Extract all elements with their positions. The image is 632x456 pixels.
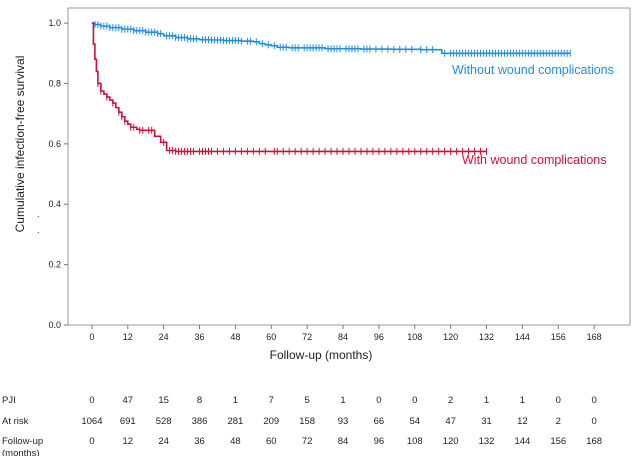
risk-table-cell: 281 bbox=[227, 416, 243, 427]
x-tick-label: 36 bbox=[195, 332, 205, 342]
risk-table-cell: 158 bbox=[299, 416, 315, 427]
risk-table-cell: 1064 bbox=[81, 416, 102, 427]
risk-table-cell: 2 bbox=[556, 416, 561, 427]
series-label-without: Without wound complications bbox=[452, 63, 614, 77]
risk-table-cell: 54 bbox=[409, 416, 420, 427]
risk-table-cell: 144 bbox=[514, 436, 530, 447]
risk-table-cell: 5 bbox=[305, 395, 310, 406]
x-tick-label: 132 bbox=[479, 332, 494, 342]
risk-table-cell: 47 bbox=[445, 416, 456, 427]
series-label-with: With wound complications bbox=[462, 153, 607, 167]
survival-curves bbox=[91, 22, 571, 153]
risk-table-cell: 24 bbox=[158, 436, 169, 447]
risk-table-cell: 84 bbox=[338, 436, 349, 447]
risk-table-cell: 7 bbox=[269, 395, 274, 406]
y-axis-dot-2: . bbox=[37, 225, 40, 235]
risk-table-cell: 47 bbox=[122, 395, 133, 406]
risk-table-cell: 0 bbox=[89, 395, 94, 406]
risk-table-cell: 209 bbox=[263, 416, 279, 427]
y-tick-label: 1.0 bbox=[48, 18, 61, 28]
x-tick-label: 60 bbox=[266, 332, 276, 342]
x-axis-ticks: 0 12 24 36 48 60 72 84 96 108 120 132 144 156 168 bbox=[89, 325, 602, 342]
risk-table-cell: 0 bbox=[591, 416, 596, 427]
x-tick-label: 72 bbox=[302, 332, 312, 342]
x-tick-label: 84 bbox=[338, 332, 348, 342]
risk-table-cell: 528 bbox=[156, 416, 172, 427]
risk-table-cell: 31 bbox=[481, 416, 492, 427]
x-tick-label: 96 bbox=[374, 332, 384, 342]
risk-table-cell: 1 bbox=[484, 395, 489, 406]
risk-table-cell: 12 bbox=[122, 436, 133, 447]
risk-table-cell: 15 bbox=[158, 395, 169, 406]
x-tick-label: 0 bbox=[89, 332, 94, 342]
x-tick-label: 24 bbox=[159, 332, 169, 342]
x-tick-label: 108 bbox=[407, 332, 422, 342]
x-tick-label: 168 bbox=[587, 332, 602, 342]
risk-table-cell: 0 bbox=[89, 436, 94, 447]
risk-table-cell: 36 bbox=[194, 436, 205, 447]
risk-table-cell: 93 bbox=[338, 416, 349, 427]
risk-table-cell: 108 bbox=[407, 436, 423, 447]
risk-table-cell: 60 bbox=[266, 436, 277, 447]
x-tick-label: 156 bbox=[551, 332, 566, 342]
curve-with-complications bbox=[91, 22, 487, 153]
x-tick-label: 48 bbox=[230, 332, 240, 342]
risk-table: PJI 0 47 15 8 1 7 5 1 0 0 2 1 1 0 0At risk 1064 691 528 386… bbox=[2, 395, 602, 456]
risk-table-cell: 0 bbox=[556, 395, 561, 406]
y-tick-label: 0.0 bbox=[48, 320, 61, 330]
y-tick-label: 0.2 bbox=[48, 260, 61, 270]
risk-table-cell: 1 bbox=[520, 395, 525, 406]
risk-table-cell: 66 bbox=[374, 416, 385, 427]
y-axis-dot-1: . bbox=[37, 209, 40, 219]
risk-table-cell: 2 bbox=[448, 395, 453, 406]
y-tick-label: 0.8 bbox=[48, 78, 61, 88]
y-tick-label: 0.4 bbox=[48, 199, 61, 209]
risk-table-cell: 0 bbox=[376, 395, 381, 406]
risk-table-cell: 120 bbox=[443, 436, 459, 447]
risk-table-cell: 156 bbox=[550, 436, 566, 447]
plot-frame bbox=[67, 7, 631, 326]
y-tick-label: 0.6 bbox=[48, 139, 61, 149]
risk-table-row-label: PJI bbox=[2, 395, 16, 406]
plot-border bbox=[67, 7, 631, 326]
risk-table-cell: 132 bbox=[479, 436, 495, 447]
risk-table-cell: 1 bbox=[233, 395, 238, 406]
risk-table-cell: 48 bbox=[230, 436, 241, 447]
x-tick-label: 120 bbox=[443, 332, 458, 342]
risk-table-cell: 0 bbox=[412, 395, 417, 406]
risk-table-cell: 8 bbox=[197, 395, 202, 406]
risk-table-cell: 72 bbox=[302, 436, 313, 447]
risk-table-row-label: Follow-up bbox=[2, 436, 43, 447]
y-axis-ticks: 0.0 0.2 0.4 0.6 0.8 1.0 bbox=[48, 18, 68, 330]
x-tick-label: 144 bbox=[515, 332, 530, 342]
risk-table-cell: 168 bbox=[586, 436, 602, 447]
x-axis-title: Follow-up (months) bbox=[270, 348, 373, 362]
x-tick-label: 12 bbox=[123, 332, 133, 342]
risk-table-cell: 0 bbox=[591, 395, 596, 406]
censor-marks bbox=[94, 21, 571, 155]
risk-table-cell: 691 bbox=[120, 416, 136, 427]
y-axis-title: Cumulative infection-free survival bbox=[13, 56, 27, 233]
risk-table-cell: 12 bbox=[517, 416, 528, 427]
risk-table-cell: 96 bbox=[374, 436, 385, 447]
risk-table-cell: 386 bbox=[192, 416, 208, 427]
risk-table-row-label: At risk bbox=[2, 416, 29, 427]
risk-table-cell: 1 bbox=[340, 395, 345, 406]
risk-table-row-label: (months) bbox=[2, 448, 39, 456]
